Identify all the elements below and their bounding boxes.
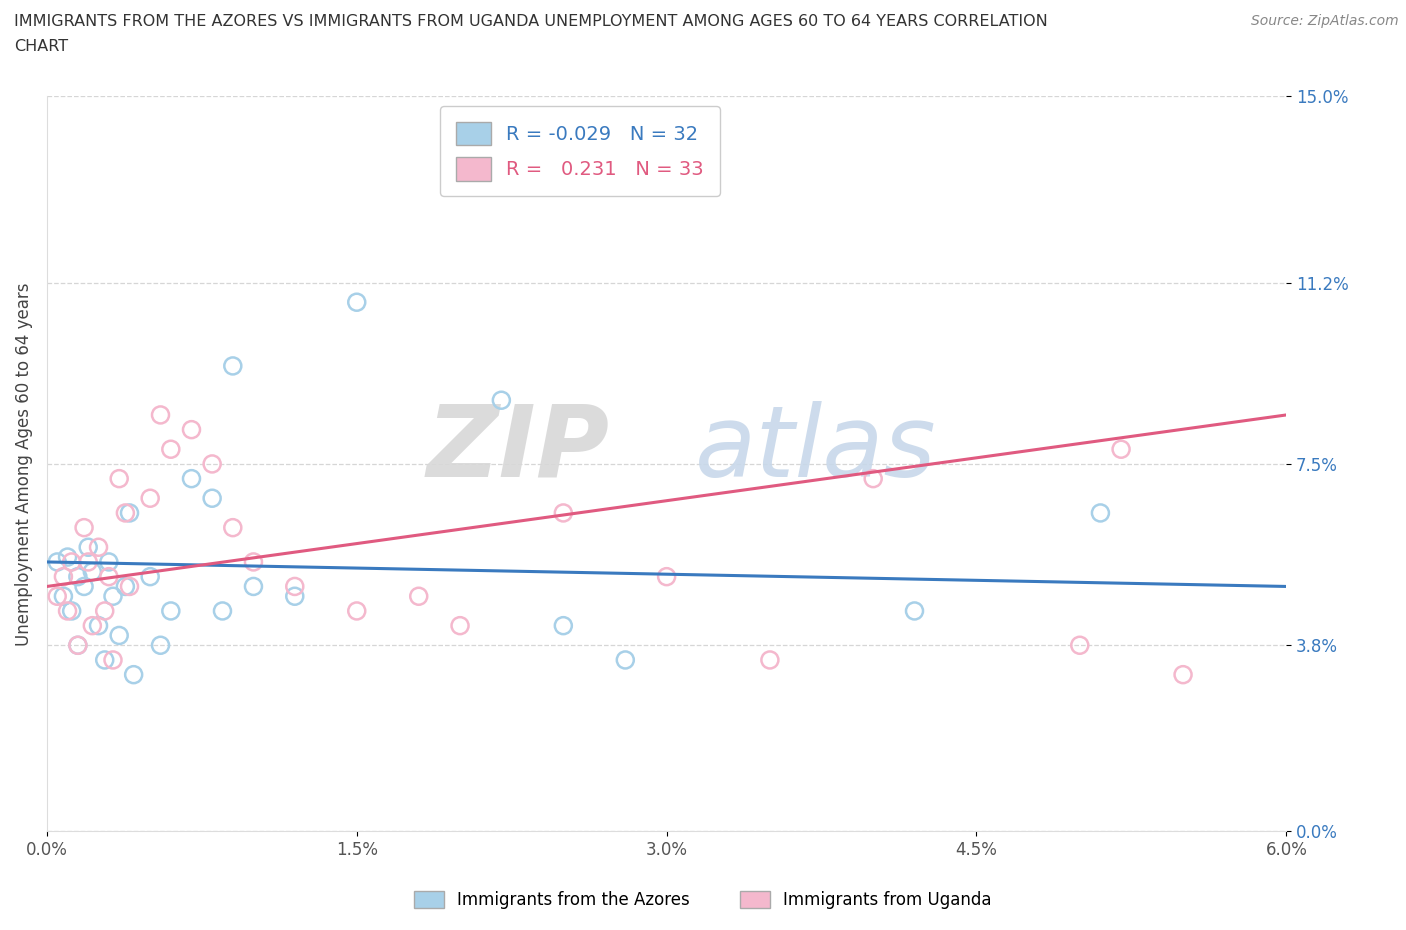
Point xyxy=(122,667,145,682)
Point xyxy=(1069,638,1091,653)
Point xyxy=(82,618,104,633)
Point xyxy=(101,653,124,668)
Y-axis label: Unemployment Among Ages 60 to 64 years: Unemployment Among Ages 60 to 64 years xyxy=(15,282,32,645)
Point xyxy=(180,422,202,437)
Point xyxy=(222,520,245,535)
Point xyxy=(242,554,264,569)
Point xyxy=(46,589,69,604)
Point xyxy=(93,604,115,618)
Point xyxy=(408,589,430,604)
Point xyxy=(87,539,110,554)
Point xyxy=(73,579,96,594)
Point xyxy=(242,579,264,594)
Legend: R = -0.029   N = 32, R =   0.231   N = 33: R = -0.029 N = 32, R = 0.231 N = 33 xyxy=(440,106,720,196)
Point xyxy=(52,569,75,584)
Point xyxy=(52,589,75,604)
Point xyxy=(149,638,172,653)
Point xyxy=(201,491,224,506)
Point xyxy=(66,638,89,653)
Point xyxy=(60,604,83,618)
Point xyxy=(139,491,162,506)
Point xyxy=(139,569,162,584)
Point xyxy=(222,358,245,373)
Point xyxy=(1109,442,1132,457)
Point xyxy=(114,579,136,594)
Point xyxy=(201,457,224,472)
Point xyxy=(655,569,678,584)
Point xyxy=(1090,506,1112,521)
Text: CHART: CHART xyxy=(14,39,67,54)
Point xyxy=(56,550,79,565)
Point xyxy=(149,407,172,422)
Point xyxy=(553,506,575,521)
Point xyxy=(180,472,202,486)
Point xyxy=(97,554,120,569)
Text: atlas: atlas xyxy=(695,401,936,498)
Point xyxy=(82,565,104,579)
Point xyxy=(903,604,925,618)
Point xyxy=(1171,667,1194,682)
Point xyxy=(449,618,471,633)
Point xyxy=(108,472,131,486)
Point xyxy=(346,604,368,618)
Legend: Immigrants from the Azores, Immigrants from Uganda: Immigrants from the Azores, Immigrants f… xyxy=(406,883,1000,917)
Point xyxy=(46,554,69,569)
Point xyxy=(118,506,141,521)
Point xyxy=(284,589,307,604)
Point xyxy=(108,628,131,643)
Point xyxy=(114,506,136,521)
Point xyxy=(284,579,307,594)
Point xyxy=(87,618,110,633)
Point xyxy=(77,554,100,569)
Point xyxy=(614,653,637,668)
Text: ZIP: ZIP xyxy=(426,401,609,498)
Point xyxy=(553,618,575,633)
Point xyxy=(77,539,100,554)
Point xyxy=(73,520,96,535)
Text: Source: ZipAtlas.com: Source: ZipAtlas.com xyxy=(1251,14,1399,28)
Point xyxy=(862,472,884,486)
Point xyxy=(211,604,233,618)
Point xyxy=(101,589,124,604)
Point xyxy=(491,392,513,407)
Point xyxy=(160,442,183,457)
Point xyxy=(97,569,120,584)
Text: IMMIGRANTS FROM THE AZORES VS IMMIGRANTS FROM UGANDA UNEMPLOYMENT AMONG AGES 60 : IMMIGRANTS FROM THE AZORES VS IMMIGRANTS… xyxy=(14,14,1047,29)
Point xyxy=(60,554,83,569)
Point xyxy=(66,638,89,653)
Point xyxy=(56,604,79,618)
Point xyxy=(66,569,89,584)
Point xyxy=(160,604,183,618)
Point xyxy=(346,295,368,310)
Point xyxy=(759,653,782,668)
Point xyxy=(118,579,141,594)
Point xyxy=(93,653,115,668)
